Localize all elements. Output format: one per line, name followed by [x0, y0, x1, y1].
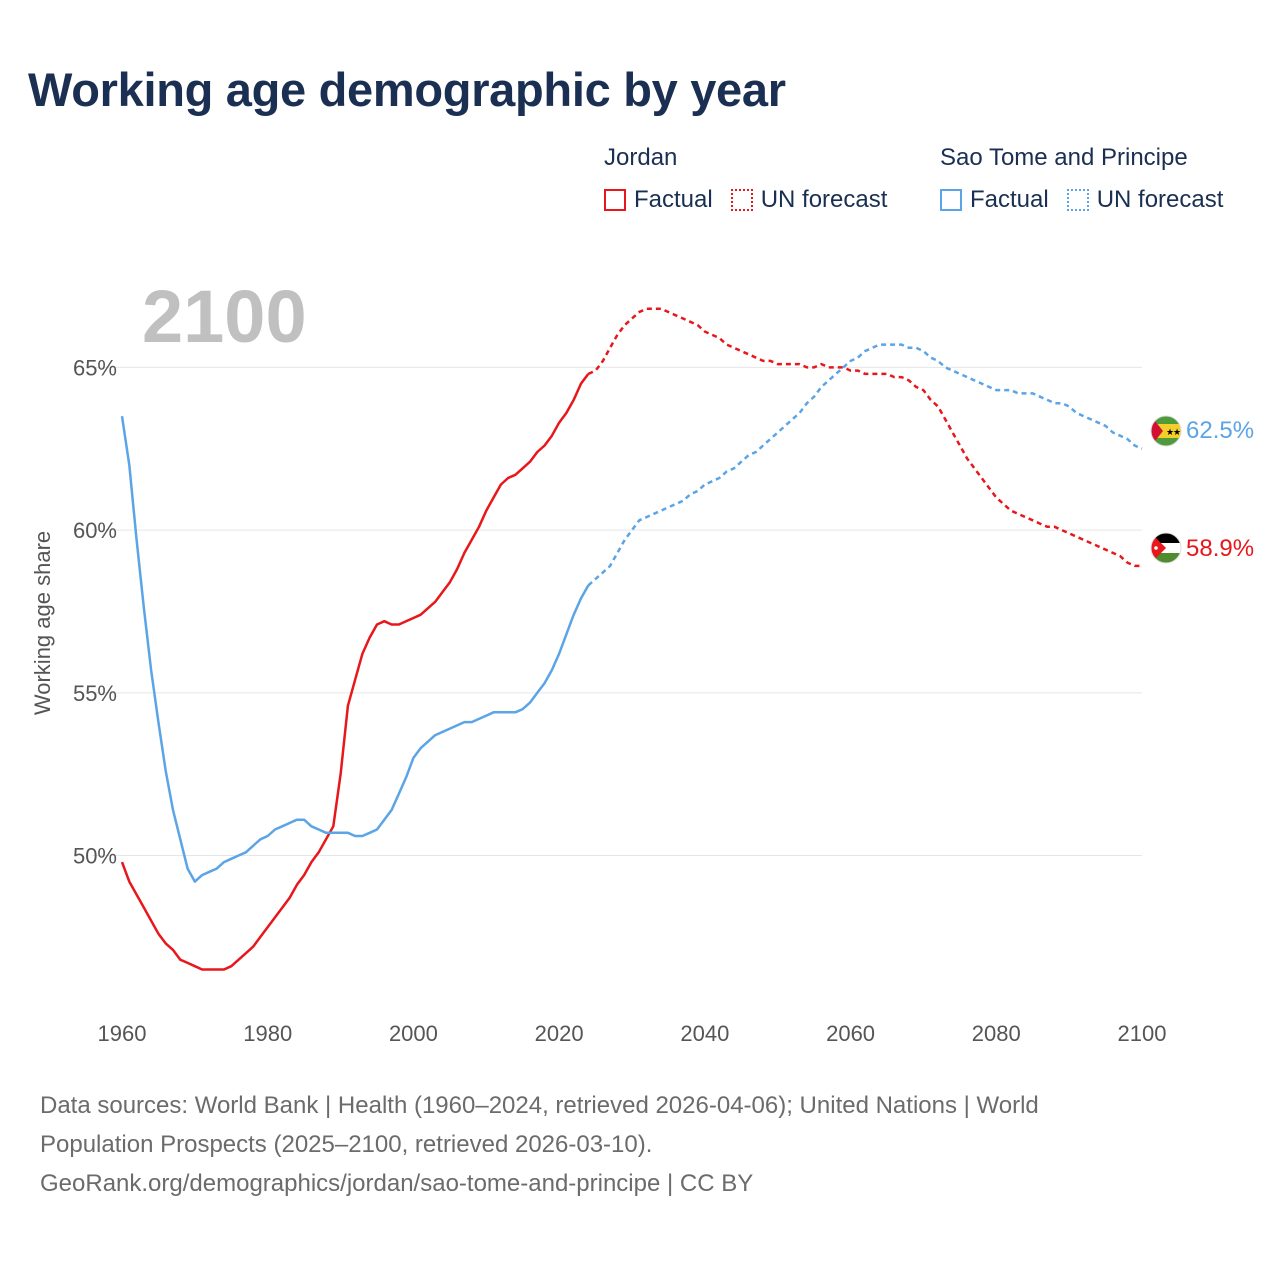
legend-swatch-dotted-icon [1066, 189, 1089, 211]
y-tick-label: 55% [73, 681, 117, 706]
legend-group-name: Sao Tome and Principe [940, 144, 1188, 171]
legend-swatch-solid-icon [940, 189, 962, 211]
y-axis-ticks: 50% 55% 60% 65% [73, 355, 117, 868]
line-chart: 2100 50% 55% 60% 65% 1960 1980 2000 2020 2040 20… [30, 275, 1254, 1046]
series-line-jordan-factual [120, 373, 590, 971]
legend-label: UN forecast [1096, 186, 1224, 213]
svg-text:★: ★ [1173, 428, 1181, 438]
sao-tome-flag-icon: ★ ★ [1150, 415, 1182, 447]
footer-line: Population Prospects (2025–2100, retriev… [40, 1131, 653, 1158]
footer-sources: Data sources: World Bank | Health (1960–… [40, 1086, 1240, 1203]
svg-text:★: ★ [1166, 428, 1174, 438]
legend-swatch-solid-icon [604, 189, 626, 211]
chart-title: Working age demographic by year [28, 63, 786, 116]
legend-group-sao-tome: Sao Tome and Principe Factual UN forecas… [940, 144, 1223, 214]
legend-swatch-dotted-icon [730, 189, 753, 211]
gridlines [92, 366, 1142, 857]
legend-item-jordan-factual[interactable]: Factual [604, 186, 713, 214]
x-tick-label: 1960 [98, 1021, 147, 1046]
y-tick-label: 65% [73, 355, 117, 380]
legend-item-sao-tome-forecast[interactable]: UN forecast [1066, 186, 1224, 214]
series-line-sao-tome-and-principe-forecast [587, 343, 1143, 587]
x-axis-ticks: 1960 1980 2000 2020 2040 2060 2080 2100 [98, 1021, 1167, 1046]
x-tick-label: 2100 [1118, 1021, 1167, 1046]
y-axis-label: Working age share [30, 531, 55, 715]
legend-group-jordan: Jordan Factual UN forecast [604, 144, 887, 214]
x-tick-label: 2080 [972, 1021, 1021, 1046]
sao-tome-end-label: 62.5% [1186, 417, 1254, 444]
series-line-jordan-forecast [587, 307, 1142, 568]
legend-group-name: Jordan [604, 144, 678, 171]
jordan-flag-icon [1150, 532, 1182, 564]
x-tick-label: 2040 [680, 1021, 729, 1046]
footer-line: Data sources: World Bank | Health (1960–… [40, 1092, 1039, 1119]
series-line-sao-tome-and-principe-factual [120, 416, 590, 883]
y-tick-label: 50% [73, 844, 117, 869]
jordan-end-label: 58.9% [1186, 535, 1254, 562]
legend-label: UN forecast [760, 186, 888, 213]
legend-item-jordan-forecast[interactable]: UN forecast [730, 186, 888, 214]
x-tick-label: 2060 [826, 1021, 875, 1046]
legend-item-sao-tome-factual[interactable]: Factual [940, 186, 1049, 214]
footer-line[interactable]: GeoRank.org/demographics/jordan/sao-tome… [40, 1170, 754, 1197]
y-tick-label: 60% [73, 518, 117, 543]
x-tick-label: 2020 [535, 1021, 584, 1046]
legend-label: Factual [970, 186, 1049, 213]
series-lines [120, 307, 1143, 971]
legend-label: Factual [634, 186, 713, 213]
x-tick-label: 1980 [243, 1021, 292, 1046]
year-watermark: 2100 [142, 275, 307, 358]
x-tick-label: 2000 [389, 1021, 438, 1046]
